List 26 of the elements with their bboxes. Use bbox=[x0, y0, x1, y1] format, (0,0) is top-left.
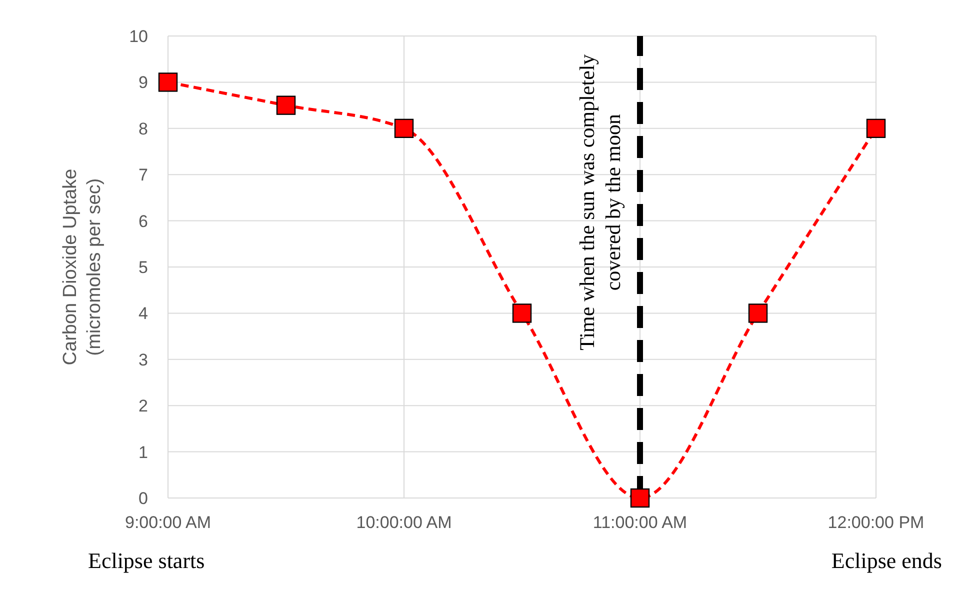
y-tick-label: 5 bbox=[138, 258, 148, 278]
x-tick-label: 11:00:00 AM bbox=[592, 513, 688, 532]
y-tick-label: 10 bbox=[129, 27, 148, 46]
y-tick-label: 2 bbox=[138, 396, 148, 416]
point bbox=[512, 304, 532, 323]
text: Eclipse starts bbox=[88, 548, 205, 574]
y-tick-label: 1 bbox=[138, 442, 148, 462]
x-tick-label: 12:00:00 PM bbox=[828, 513, 924, 532]
ref-line-label: Time when the sun was completely covered by the moon bbox=[575, 54, 625, 350]
y-tick-label: 4 bbox=[138, 304, 148, 324]
y-tick-label: 0 bbox=[138, 489, 148, 508]
y-tick-label: 8 bbox=[138, 119, 148, 138]
y-tick-label: 6 bbox=[138, 212, 148, 231]
point bbox=[394, 118, 414, 138]
x-tick-label: 10:00:00 AM bbox=[356, 513, 452, 532]
point bbox=[158, 72, 178, 92]
text: Eclipse ends bbox=[831, 548, 942, 574]
y-tick-label: 9 bbox=[138, 73, 148, 92]
x-tick-label: 9:00:00 AM bbox=[124, 513, 212, 532]
point bbox=[276, 96, 296, 115]
point bbox=[866, 118, 886, 138]
point bbox=[748, 304, 768, 323]
point bbox=[630, 488, 650, 508]
y-tick-label: 3 bbox=[138, 350, 148, 370]
y-tick-label: 7 bbox=[138, 166, 148, 185]
y-axis-title: Carbon Dioxide Uptake (micromoles per sec) bbox=[60, 168, 105, 366]
